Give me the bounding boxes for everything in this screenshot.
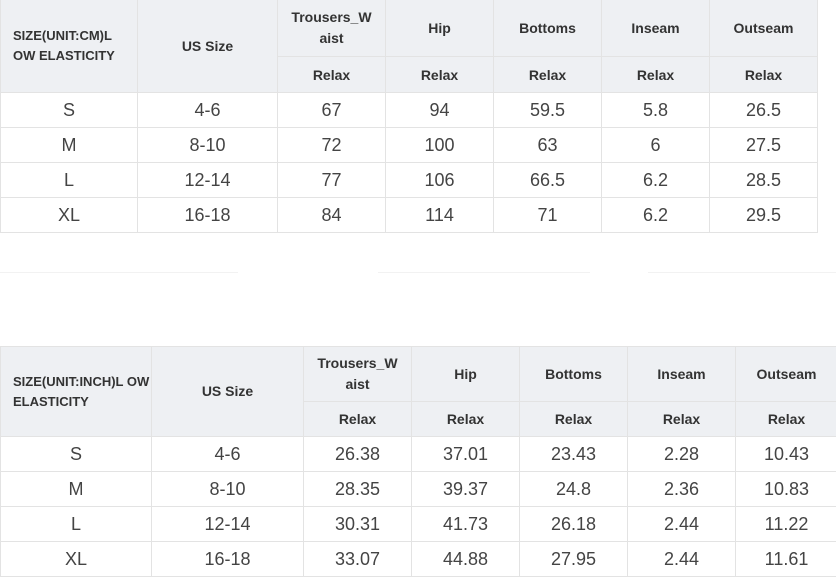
size-unit-header: SIZE(UNIT:INCH)L OW ELASTICITY (0, 346, 152, 437)
relax-label: Relax (303, 401, 412, 437)
us-size-header: US Size (151, 346, 304, 437)
table-row: XL 16-18 33.07 44.88 27.95 2.44 11.61 (0, 541, 836, 577)
relax-label: Relax (385, 56, 494, 93)
inseam-cell: 5.8 (601, 92, 710, 128)
outseam-cell: 10.83 (735, 471, 836, 507)
inseam-header: Inseam (601, 0, 710, 57)
size-table-cm: SIZE(UNIT:CM)L OW ELASTICITY US Size Tro… (0, 0, 818, 233)
bottoms-cell: 63 (493, 127, 602, 163)
inseam-cell: 6 (601, 127, 710, 163)
subheader-row: Relax Relax Relax Relax Relax (1, 401, 836, 437)
table-row: S 4-6 26.38 37.01 23.43 2.28 10.43 (0, 436, 836, 472)
trousers-waist-header: Trousers_W aist (277, 0, 386, 57)
size-unit-header: SIZE(UNIT:CM)L OW ELASTICITY (0, 0, 138, 93)
bottoms-cell: 23.43 (519, 436, 628, 472)
relax-label: Relax (519, 401, 628, 437)
table-row: L 12-14 30.31 41.73 26.18 2.44 11.22 (0, 506, 836, 542)
outseam-cell: 11.22 (735, 506, 836, 542)
waist-cell: 67 (277, 92, 386, 128)
size-cell: S (0, 436, 152, 472)
us-size-header: US Size (137, 0, 278, 93)
waist-cell: 33.07 (303, 541, 412, 577)
inseam-cell: 2.28 (627, 436, 736, 472)
trousers-waist-header: Trousers_W aist (303, 346, 412, 402)
relax-label: Relax (627, 401, 736, 437)
us-size-cell: 16-18 (137, 197, 278, 233)
hip-cell: 94 (385, 92, 494, 128)
subheader-row: Relax Relax Relax Relax Relax (1, 56, 818, 93)
inseam-header: Inseam (627, 346, 736, 402)
relax-label: Relax (601, 56, 710, 93)
relax-label: Relax (709, 56, 818, 93)
hip-header: Hip (411, 346, 520, 402)
hip-cell: 100 (385, 127, 494, 163)
inseam-cell: 6.2 (601, 162, 710, 198)
us-size-cell: 12-14 (151, 506, 304, 542)
bottoms-cell: 26.18 (519, 506, 628, 542)
outseam-header: Outseam (735, 346, 836, 402)
waist-cell: 28.35 (303, 471, 412, 507)
size-cell: XL (0, 541, 152, 577)
size-cell: S (0, 92, 138, 128)
bottoms-cell: 66.5 (493, 162, 602, 198)
bottoms-header: Bottoms (519, 346, 628, 402)
inseam-cell: 2.44 (627, 506, 736, 542)
table-row: L 12-14 77 106 66.5 6.2 28.5 (0, 162, 818, 198)
table-row: XL 16-18 84 114 71 6.2 29.5 (0, 197, 818, 233)
table-row: M 8-10 72 100 63 6 27.5 (0, 127, 818, 163)
outseam-cell: 29.5 (709, 197, 818, 233)
hip-header: Hip (385, 0, 494, 57)
waist-cell: 30.31 (303, 506, 412, 542)
us-size-cell: 4-6 (137, 92, 278, 128)
size-table-inch: SIZE(UNIT:INCH)L OW ELASTICITY US Size T… (0, 346, 836, 577)
outseam-cell: 26.5 (709, 92, 818, 128)
divider (378, 272, 590, 273)
hip-cell: 106 (385, 162, 494, 198)
hip-cell: 44.88 (411, 541, 520, 577)
us-size-cell: 4-6 (151, 436, 304, 472)
divider (648, 272, 836, 273)
size-cell: M (0, 471, 152, 507)
bottoms-cell: 59.5 (493, 92, 602, 128)
waist-cell: 72 (277, 127, 386, 163)
outseam-cell: 10.43 (735, 436, 836, 472)
header-row: SIZE(UNIT:INCH)L OW ELASTICITY US Size T… (0, 346, 836, 437)
hip-cell: 39.37 (411, 471, 520, 507)
inseam-cell: 6.2 (601, 197, 710, 233)
us-size-cell: 12-14 (137, 162, 278, 198)
size-cell: L (0, 162, 138, 198)
us-size-cell: 16-18 (151, 541, 304, 577)
relax-label: Relax (411, 401, 520, 437)
bottoms-cell: 24.8 (519, 471, 628, 507)
waist-cell: 84 (277, 197, 386, 233)
hip-cell: 37.01 (411, 436, 520, 472)
outseam-cell: 11.61 (735, 541, 836, 577)
us-size-cell: 8-10 (137, 127, 278, 163)
relax-label: Relax (735, 401, 836, 437)
bottoms-cell: 27.95 (519, 541, 628, 577)
table-row: M 8-10 28.35 39.37 24.8 2.36 10.83 (0, 471, 836, 507)
bottoms-header: Bottoms (493, 0, 602, 57)
us-size-cell: 8-10 (151, 471, 304, 507)
header-row: SIZE(UNIT:CM)L OW ELASTICITY US Size Tro… (0, 0, 818, 93)
waist-cell: 77 (277, 162, 386, 198)
divider (0, 272, 238, 273)
table-row: S 4-6 67 94 59.5 5.8 26.5 (0, 92, 818, 128)
outseam-header: Outseam (709, 0, 818, 57)
waist-cell: 26.38 (303, 436, 412, 472)
relax-label: Relax (277, 56, 386, 93)
inseam-cell: 2.36 (627, 471, 736, 507)
size-cell: L (0, 506, 152, 542)
outseam-cell: 28.5 (709, 162, 818, 198)
relax-label: Relax (493, 56, 602, 93)
size-cell: M (0, 127, 138, 163)
outseam-cell: 27.5 (709, 127, 818, 163)
hip-cell: 41.73 (411, 506, 520, 542)
size-cell: XL (0, 197, 138, 233)
bottoms-cell: 71 (493, 197, 602, 233)
hip-cell: 114 (385, 197, 494, 233)
inseam-cell: 2.44 (627, 541, 736, 577)
